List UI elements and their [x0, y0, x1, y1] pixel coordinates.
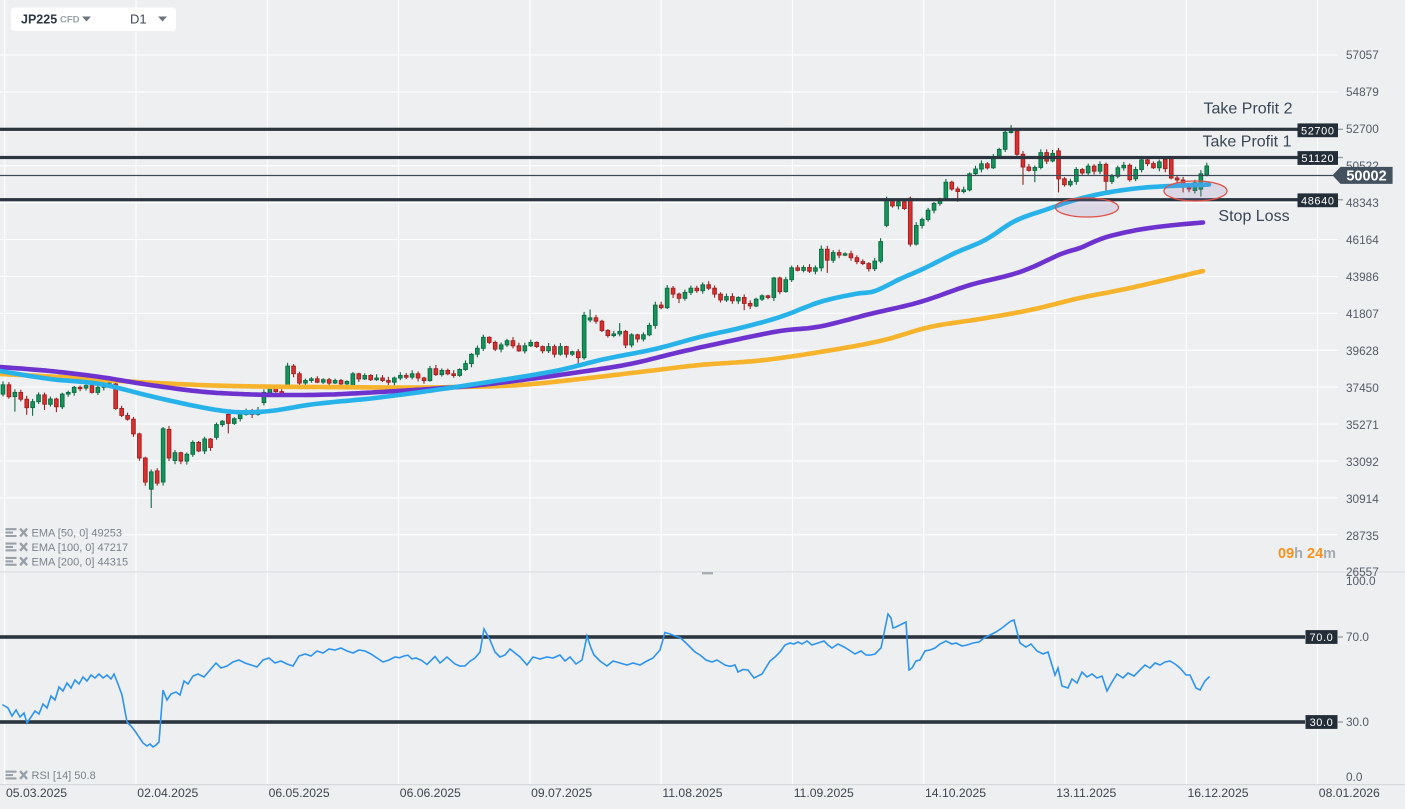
svg-text:Take Profit 1: Take Profit 1 — [1203, 134, 1292, 151]
svg-text:EMA [200, 0] 44315: EMA [200, 0] 44315 — [32, 556, 129, 568]
svg-text:08.01.2026: 08.01.2026 — [1319, 786, 1380, 800]
svg-text:06.05.2025: 06.05.2025 — [269, 786, 330, 800]
svg-text:Take Profit 2: Take Profit 2 — [1204, 101, 1293, 118]
svg-text:37450: 37450 — [1346, 381, 1379, 395]
svg-text:Stop Loss: Stop Loss — [1218, 208, 1289, 225]
svg-text:09.07.2025: 09.07.2025 — [531, 786, 592, 800]
svg-text:16.12.2025: 16.12.2025 — [1188, 786, 1249, 800]
svg-text:EMA [50, 0] 49253: EMA [50, 0] 49253 — [32, 528, 123, 540]
svg-text:52700: 52700 — [1301, 125, 1335, 137]
svg-text:70.0: 70.0 — [1346, 630, 1369, 644]
svg-text:30.0: 30.0 — [1310, 717, 1334, 729]
svg-text:CFD: CFD — [60, 15, 80, 26]
svg-text:11.08.2025: 11.08.2025 — [662, 786, 722, 800]
svg-text:33092: 33092 — [1346, 455, 1379, 469]
svg-text:39628: 39628 — [1346, 344, 1379, 358]
svg-text:09h 24m: 09h 24m — [1278, 546, 1336, 562]
svg-text:50002: 50002 — [1346, 168, 1386, 184]
svg-text:RSI [14] 50.8: RSI [14] 50.8 — [32, 770, 96, 782]
svg-text:26557: 26557 — [1346, 565, 1379, 579]
svg-text:30914: 30914 — [1346, 492, 1379, 506]
svg-text:06.06.2025: 06.06.2025 — [400, 786, 461, 800]
svg-text:D1: D1 — [130, 12, 147, 27]
svg-text:13.11.2025: 13.11.2025 — [1056, 786, 1116, 800]
svg-text:11.09.2025: 11.09.2025 — [794, 786, 854, 800]
svg-text:02.04.2025: 02.04.2025 — [137, 786, 198, 800]
svg-text:30.0: 30.0 — [1346, 715, 1369, 729]
svg-text:EMA [100, 0] 47217: EMA [100, 0] 47217 — [32, 542, 129, 554]
svg-text:51120: 51120 — [1301, 153, 1334, 165]
svg-text:46164: 46164 — [1346, 233, 1379, 247]
svg-text:05.03.2025: 05.03.2025 — [6, 786, 67, 800]
svg-text:70.0: 70.0 — [1310, 632, 1334, 644]
svg-text:41807: 41807 — [1346, 307, 1379, 321]
svg-text:48343: 48343 — [1346, 196, 1379, 210]
svg-text:48640: 48640 — [1301, 195, 1335, 207]
svg-text:28735: 28735 — [1346, 529, 1379, 543]
svg-text:52700: 52700 — [1346, 122, 1379, 136]
svg-text:0.0: 0.0 — [1346, 770, 1363, 784]
svg-text:14.10.2025: 14.10.2025 — [925, 786, 986, 800]
svg-text:100.0: 100.0 — [1346, 574, 1376, 588]
svg-text:43986: 43986 — [1346, 270, 1379, 284]
svg-text:35271: 35271 — [1346, 418, 1379, 432]
svg-text:54879: 54879 — [1346, 85, 1379, 99]
svg-text:JP225: JP225 — [21, 13, 57, 27]
svg-text:57057: 57057 — [1346, 48, 1379, 62]
